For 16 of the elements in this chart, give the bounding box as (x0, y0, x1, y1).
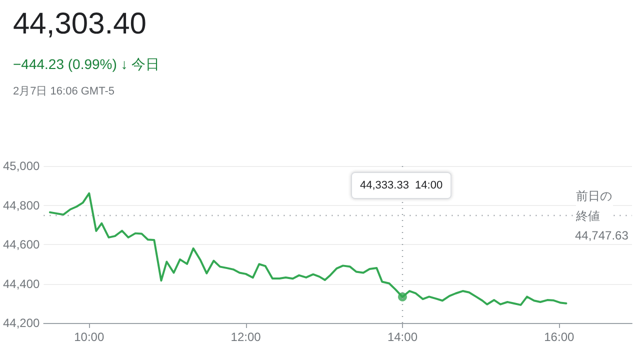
ref-line-label: 44,747.63 (575, 228, 629, 243)
chart-title: 44,303.40 (13, 8, 146, 40)
x-tick-label: 16:00 (544, 330, 574, 344)
text: 2月7日 16:06 GMT-5 (13, 86, 114, 98)
annotation: 44,333.33 14:00 (360, 180, 443, 192)
y-tick-label: 45,000 (3, 159, 40, 173)
line-series (48, 192, 568, 306)
x-tick-label: 12:00 (230, 330, 262, 344)
annotation: 前日の終値 (575, 189, 612, 223)
x-tick-label: 14:00 (387, 330, 418, 344)
chart-subtitle: −444.23 (0.99%) ↓ 今日 (13, 56, 160, 72)
y-tick-label: 44,400 (3, 276, 40, 291)
x-tick-label: 10:00 (74, 330, 104, 344)
y-tick-label: 44,200 (3, 316, 40, 330)
y-tick-label: 44,600 (3, 238, 40, 252)
y-tick-label: 44,800 (3, 198, 40, 212)
